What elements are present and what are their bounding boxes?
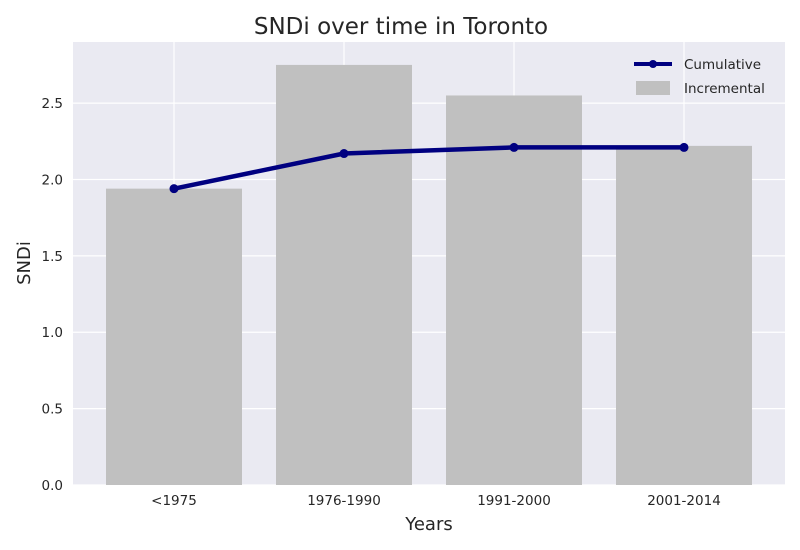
y-axis-label: SNDi	[14, 241, 35, 285]
incremental-bar	[276, 64, 412, 486]
x-tick-label: 1991-2000	[477, 493, 551, 509]
x-tick-label: <1975	[151, 493, 197, 509]
incremental-bar	[446, 95, 582, 485]
y-tick-label: 1.0	[42, 325, 63, 341]
x-tick-label: 1976-1990	[307, 493, 381, 509]
y-tick-label: 2.5	[42, 96, 63, 112]
cumulative-point	[339, 149, 349, 159]
y-tick-label: 0.5	[42, 402, 63, 418]
legend-incremental-swatch	[636, 81, 670, 95]
legend-incremental-label: Incremental	[684, 81, 765, 97]
x-ticks: <1975 1976-1990 1991-2000 2001-2014	[151, 493, 721, 509]
legend: Cumulative Incremental	[634, 57, 765, 97]
y-tick-label: 1.5	[42, 249, 63, 265]
x-tick-label: 2001-2014	[647, 493, 721, 509]
cumulative-point	[679, 142, 689, 152]
bars	[106, 64, 752, 486]
cumulative-point	[509, 142, 519, 152]
y-tick-label: 2.0	[42, 172, 63, 188]
y-tick-label: 0.0	[42, 478, 63, 494]
chart-title: SNDi over time in Toronto	[254, 14, 548, 40]
cumulative-line-group	[169, 142, 689, 194]
y-ticks: 0.0 0.5 1.0 1.5 2.0 2.5	[42, 96, 63, 494]
cumulative-point	[169, 184, 179, 194]
cumulative-line	[171, 145, 687, 191]
legend-cumulative-marker	[649, 60, 657, 68]
incremental-bar	[616, 145, 752, 485]
x-axis-label: Years	[404, 514, 453, 535]
legend-cumulative-label: Cumulative	[684, 57, 761, 73]
incremental-bar	[106, 188, 242, 486]
